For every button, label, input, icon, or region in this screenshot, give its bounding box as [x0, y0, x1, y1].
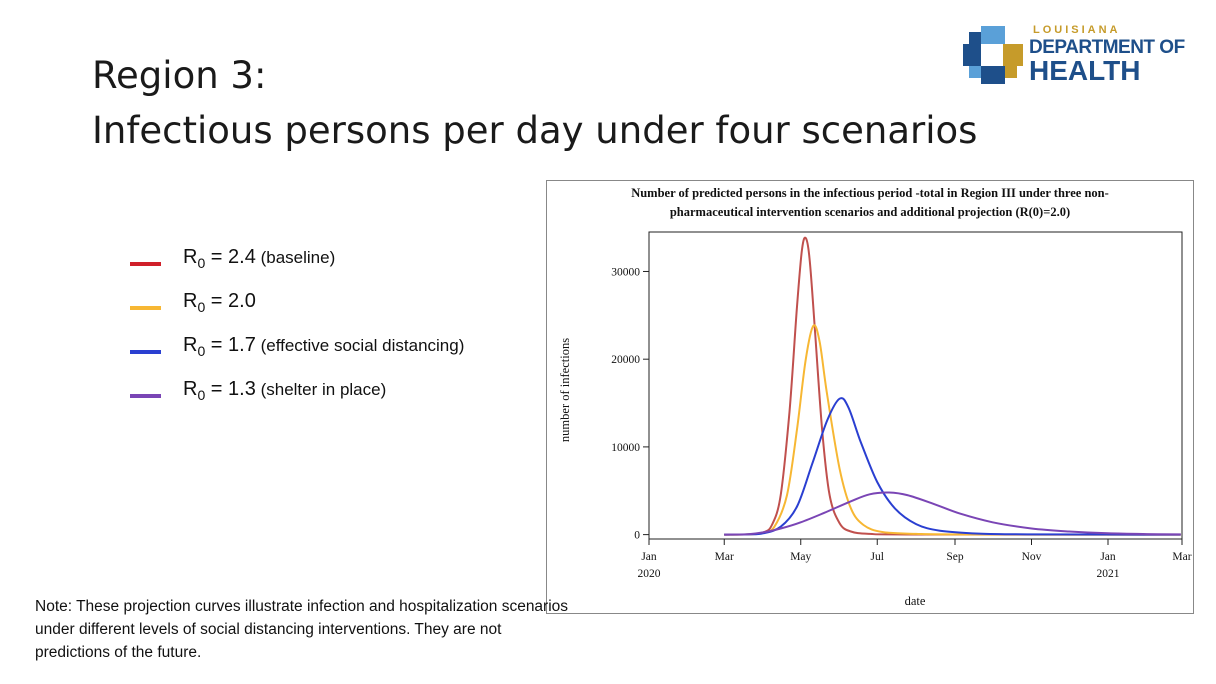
y-tick-label: 20000 — [611, 354, 640, 366]
legend-subscript: 0 — [197, 343, 206, 359]
x-tick-label: Mar — [1172, 551, 1191, 563]
y-axis-label: number of infections — [558, 338, 572, 442]
chart-title-line1: Number of predicted persons in the infec… — [631, 186, 1109, 200]
y-tick-label: 0 — [634, 530, 640, 542]
series-line-1 — [724, 324, 1181, 536]
legend-note: (baseline) — [255, 248, 336, 267]
y-tick-label: 30000 — [611, 266, 640, 278]
legend-swatch — [130, 350, 161, 354]
x-tick-label: Jan — [641, 551, 657, 563]
y-axis: 0 10000 20000 30000 — [611, 266, 649, 542]
infections-chart: Number of predicted persons in the infec… — [558, 186, 1192, 608]
x-axis: Jan 2020 Mar May Jul Sep Nov Jan 2021 Mar — [638, 539, 1192, 580]
legend-label: R0 = 1.3 (shelter in place) — [183, 378, 386, 403]
chart-frame: Number of predicted persons in the infec… — [546, 180, 1194, 614]
legend-swatch — [130, 306, 161, 310]
legend-swatch — [130, 262, 161, 266]
logo-line1: LOUISIANA — [1033, 24, 1121, 36]
legend-label: R0 = 1.7 (effective social distancing) — [183, 334, 464, 359]
x-tick-label: Mar — [715, 551, 734, 563]
series-line-0 — [724, 236, 1181, 536]
legend-note: (effective social distancing) — [255, 336, 465, 355]
x-tick-year: 2020 — [638, 568, 661, 580]
legend-symbol: R — [183, 290, 198, 312]
x-tick-label: Sep — [946, 551, 964, 563]
x-tick-year: 2021 — [1097, 568, 1120, 580]
legend-note: (shelter in place) — [255, 380, 387, 399]
y-tick-label: 10000 — [611, 442, 640, 454]
logo-line3: HEALTH — [1029, 55, 1141, 86]
slide-title-line2: Infectious persons per day under four sc… — [92, 109, 978, 152]
x-tick-label: May — [790, 551, 811, 563]
legend-subscript: 0 — [197, 299, 206, 315]
legend-subscript: 0 — [197, 387, 206, 403]
legend-label: R0 = 2.4 (baseline) — [183, 246, 335, 271]
legend-value: = 2.0 — [205, 290, 256, 312]
chart-title-line2: pharmaceutical intervention scenarios an… — [670, 205, 1070, 219]
legend-value: = 1.3 — [205, 378, 256, 400]
slide-title: Region 3: Infectious persons per day und… — [92, 48, 1092, 158]
plot-area — [648, 231, 1183, 540]
legend-subscript: 0 — [197, 255, 206, 271]
series-line-3 — [724, 491, 1181, 536]
ldh-logo: LOUISIANA DEPARTMENT OF HEALTH — [963, 24, 1195, 88]
legend-value: = 1.7 — [205, 334, 256, 356]
legend-symbol: R — [183, 246, 198, 268]
x-tick-label: Jan — [1100, 551, 1116, 563]
legend-label: R0 = 2.0 — [183, 290, 256, 315]
projection-note: Note: These projection curves illustrate… — [35, 598, 569, 661]
legend-symbol: R — [183, 334, 198, 356]
x-tick-label: Nov — [1022, 551, 1042, 563]
legend-symbol: R — [183, 378, 198, 400]
series-layer — [724, 236, 1181, 536]
logo-line2: DEPARTMENT OF — [1029, 37, 1185, 58]
slide-title-line1: Region 3: — [92, 54, 267, 97]
cross-icon — [963, 26, 1023, 84]
legend-value: = 2.4 — [205, 246, 256, 268]
x-tick-label: Jul — [871, 551, 884, 563]
legend-swatch — [130, 394, 161, 398]
x-axis-label: date — [905, 594, 926, 608]
